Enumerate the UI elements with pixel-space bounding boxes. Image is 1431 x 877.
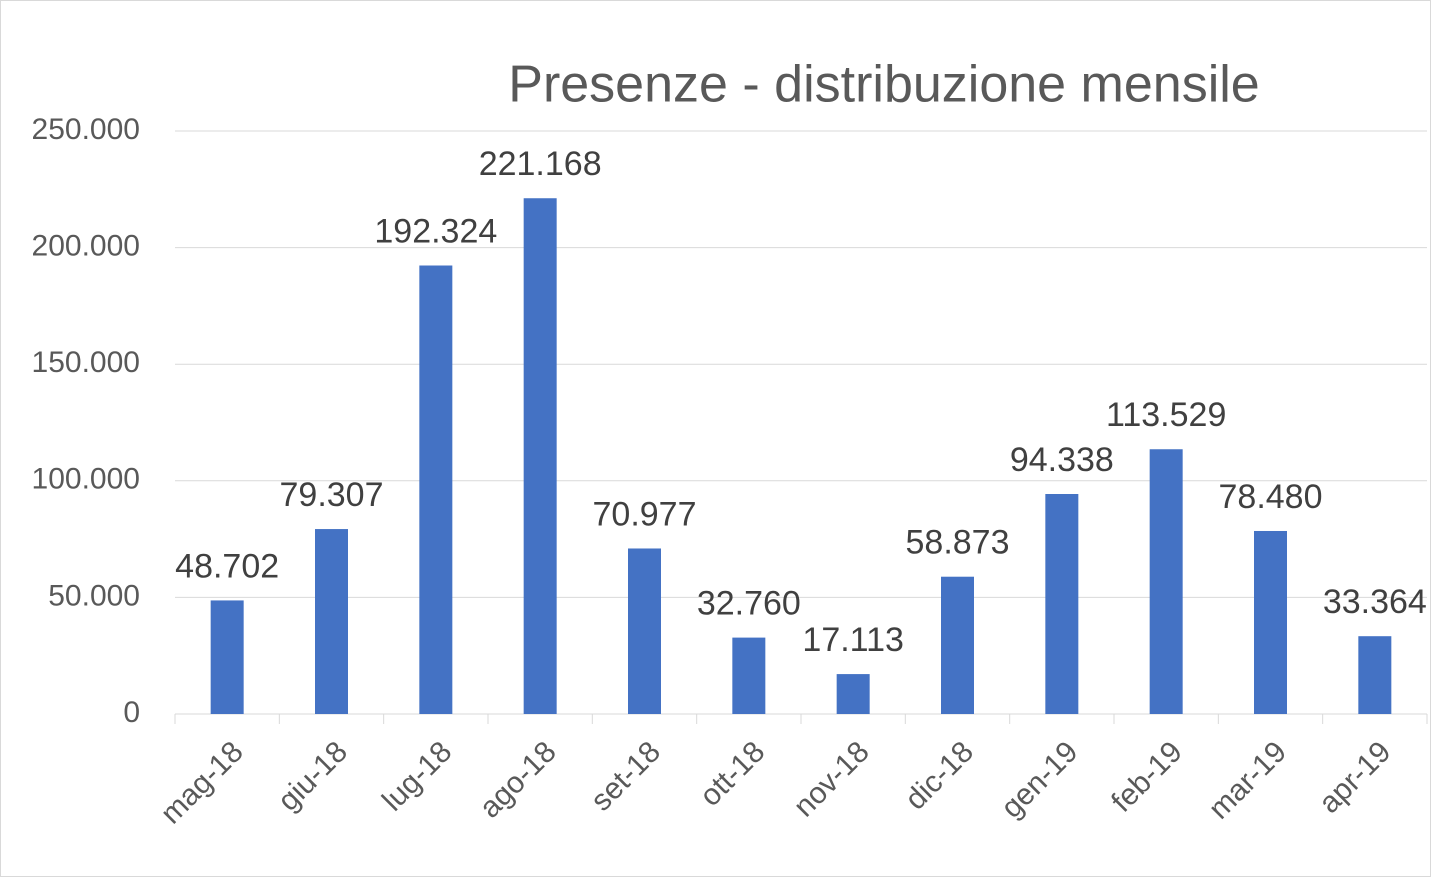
bar: [523, 198, 557, 715]
data-label: 78.480: [1219, 478, 1323, 516]
y-tick-label: 50.000: [48, 579, 140, 612]
y-tick-label: 0: [123, 696, 140, 729]
data-label: 48.702: [175, 547, 279, 585]
data-label: 79.307: [280, 476, 384, 514]
y-tick-label: 100.000: [32, 463, 140, 496]
bar: [315, 529, 348, 714]
data-label: 113.529: [1106, 396, 1226, 434]
data-label: 33.364: [1323, 583, 1427, 621]
y-tick-label: 200.000: [32, 230, 140, 263]
data-label: 17.113: [802, 621, 903, 659]
bar: [1045, 494, 1079, 714]
data-label: 221.168: [479, 145, 602, 183]
data-label: 70.977: [593, 495, 697, 533]
bar: [1149, 449, 1183, 714]
bar: [836, 674, 870, 714]
y-tick-label: 250.000: [32, 113, 140, 146]
bar: [941, 576, 974, 714]
chart-title: Presenze - distribuzione mensile: [508, 56, 1259, 114]
data-label: 32.760: [697, 585, 801, 623]
bar: [210, 600, 244, 714]
bar: [1358, 636, 1392, 714]
bar: [1254, 530, 1287, 714]
data-label: 58.873: [906, 524, 1010, 562]
data-label: 192.324: [374, 212, 497, 250]
y-tick-label: 150.000: [32, 346, 140, 379]
bar: [628, 548, 661, 714]
bar: [419, 265, 453, 714]
bar: [732, 637, 766, 714]
data-label: 94.338: [1010, 441, 1114, 479]
